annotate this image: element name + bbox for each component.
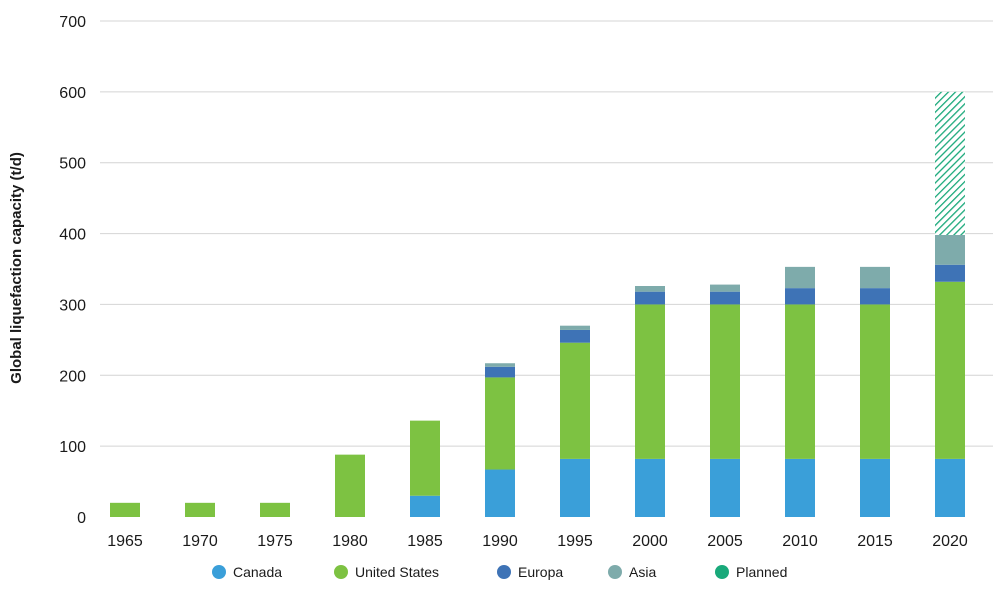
bar-segment-united-states-1990 bbox=[485, 377, 515, 470]
y-tick-label: 600 bbox=[59, 85, 86, 102]
bar-segment-europa-1990 bbox=[485, 366, 515, 378]
x-tick-label: 1965 bbox=[107, 533, 143, 550]
bar-segment-canada-1995 bbox=[560, 458, 590, 517]
legend: Canada United States Europa Asia Planned bbox=[212, 564, 787, 580]
bar-segment-asia-2000 bbox=[635, 286, 665, 292]
bar-segment-canada-2015 bbox=[860, 458, 890, 517]
bar-segment-united-states-1995 bbox=[560, 342, 590, 459]
y-tick-label: 0 bbox=[77, 510, 86, 527]
bar-segment-canada-2010 bbox=[785, 458, 815, 517]
y-tick-label: 200 bbox=[59, 368, 86, 385]
y-tick-label: 400 bbox=[59, 227, 86, 244]
bar-segment-planned-2020 bbox=[935, 91, 965, 235]
x-tick-label: 2000 bbox=[632, 533, 668, 550]
x-axis-ticks: 1965 1970 1975 1980 1985 1990 1995 2000 2005 2010… bbox=[107, 533, 968, 550]
legend-swatch-united-states bbox=[334, 565, 348, 579]
x-tick-label: 1985 bbox=[407, 533, 443, 550]
x-tick-label: 1990 bbox=[482, 533, 518, 550]
legend-label-asia: Asia bbox=[629, 564, 656, 580]
legend-swatch-asia bbox=[608, 565, 622, 579]
bar-segment-united-states-1980 bbox=[335, 454, 365, 517]
x-tick-label: 1995 bbox=[557, 533, 593, 550]
bar-segment-europa-1995 bbox=[560, 329, 590, 343]
y-axis-label: Global liquefaction capacity (t/d) bbox=[8, 152, 25, 384]
legend-label-europa: Europa bbox=[518, 564, 563, 580]
bar-segment-united-states-1965 bbox=[110, 502, 140, 517]
legend-swatch-planned bbox=[715, 565, 729, 579]
x-tick-label: 2015 bbox=[857, 533, 893, 550]
y-tick-label: 300 bbox=[59, 297, 86, 314]
bar-segment-united-states-1970 bbox=[185, 502, 215, 517]
gridlines bbox=[100, 20, 993, 447]
bar-segment-europa-2010 bbox=[785, 288, 815, 305]
bar-segment-asia-2005 bbox=[710, 284, 740, 292]
bar-segment-united-states-2020 bbox=[935, 281, 965, 459]
bar-segment-asia-2015 bbox=[860, 266, 890, 289]
bar-segment-canada-2005 bbox=[710, 458, 740, 517]
legend-label-united-states: United States bbox=[355, 564, 439, 580]
bar-segment-united-states-1975 bbox=[260, 502, 290, 517]
bar-segment-united-states-2000 bbox=[635, 304, 665, 459]
bar-segment-europa-2000 bbox=[635, 291, 665, 305]
x-tick-label: 2005 bbox=[707, 533, 743, 550]
bar-segment-europa-2015 bbox=[860, 288, 890, 305]
legend-label-canada: Canada bbox=[233, 564, 282, 580]
bar-segment-europa-2005 bbox=[710, 291, 740, 305]
bar-segment-europa-2020 bbox=[935, 264, 965, 282]
y-tick-label: 100 bbox=[59, 439, 86, 456]
bars bbox=[110, 91, 965, 517]
bar-segment-united-states-1985 bbox=[410, 420, 440, 496]
x-tick-label: 2020 bbox=[932, 533, 968, 550]
x-tick-label: 1980 bbox=[332, 533, 368, 550]
bar-segment-united-states-2010 bbox=[785, 304, 815, 459]
legend-swatch-canada bbox=[212, 565, 226, 579]
y-axis-ticks: 0 100 200 300 400 500 600 700 bbox=[59, 14, 86, 527]
bar-segment-asia-2010 bbox=[785, 266, 815, 289]
y-tick-label: 700 bbox=[59, 14, 86, 31]
bar-segment-united-states-2015 bbox=[860, 304, 890, 459]
x-tick-label: 1970 bbox=[182, 533, 218, 550]
x-tick-label: 2010 bbox=[782, 533, 818, 550]
legend-label-planned: Planned bbox=[736, 564, 787, 580]
bar-segment-asia-1995 bbox=[560, 325, 590, 330]
legend-swatch-europa bbox=[497, 565, 511, 579]
bar-segment-canada-2020 bbox=[935, 458, 965, 517]
bar-segment-united-states-2005 bbox=[710, 304, 740, 459]
bar-segment-asia-2020 bbox=[935, 234, 965, 265]
bar-segment-asia-1990 bbox=[485, 363, 515, 367]
x-tick-label: 1975 bbox=[257, 533, 293, 550]
bar-segment-canada-2000 bbox=[635, 458, 665, 517]
bar-segment-canada-1985 bbox=[410, 495, 440, 517]
bar-segment-canada-1990 bbox=[485, 469, 515, 517]
y-tick-label: 500 bbox=[59, 156, 86, 173]
